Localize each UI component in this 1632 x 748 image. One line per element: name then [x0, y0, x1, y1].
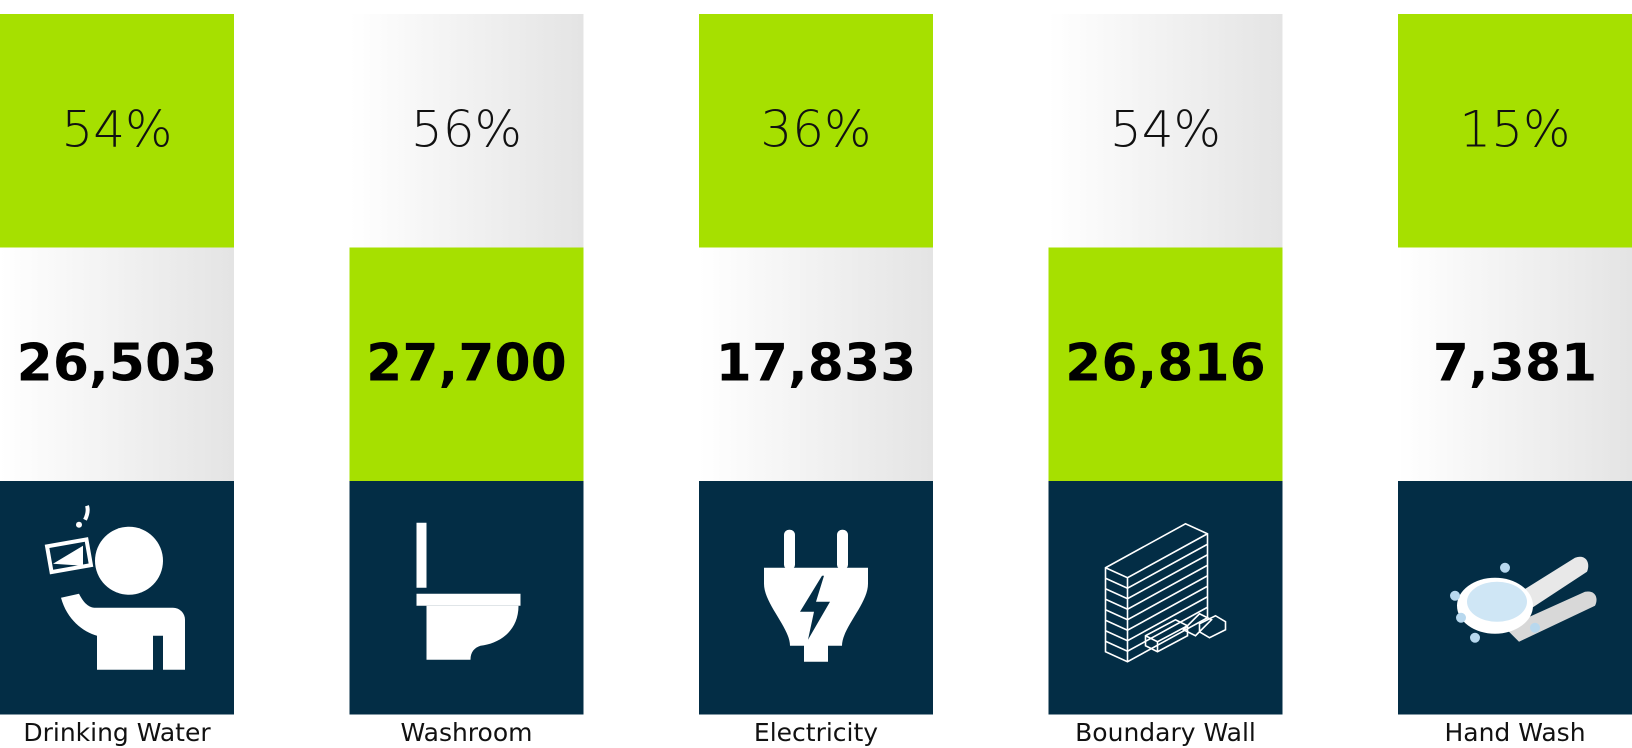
percent: 54% — [1110, 100, 1221, 158]
icon-part — [837, 530, 848, 570]
icon-part — [95, 527, 163, 595]
icon-panel — [1049, 481, 1283, 715]
percent: 36% — [760, 100, 871, 158]
icon-part — [1456, 613, 1466, 623]
count: 27,700 — [366, 333, 567, 393]
count: 26,816 — [1065, 333, 1266, 393]
icon-part — [1450, 591, 1460, 601]
facility-card: 56% 27,700 Washroom — [350, 14, 584, 747]
facility-card: 54% 26,816 Boundary Wall — [1049, 14, 1283, 747]
icon-panel — [0, 481, 234, 715]
facility-cards: 54% 26,503 Drinking Water 56% 27,700 Washroom… — [0, 0, 1632, 748]
percent: 56% — [411, 100, 522, 158]
facility-card: 36% 17,833 Electricity — [699, 14, 933, 747]
icon-part — [1530, 623, 1540, 633]
percent: 54% — [61, 100, 172, 158]
icon-part — [417, 594, 521, 606]
icon-part — [76, 522, 82, 528]
icon-part — [417, 523, 427, 588]
label: Washroom — [401, 718, 533, 747]
icon-part — [1500, 563, 1510, 573]
count: 7,381 — [1433, 333, 1597, 393]
icon-part — [784, 530, 795, 570]
label: Drinking Water — [23, 718, 211, 747]
label: Electricity — [754, 718, 878, 747]
facility-card: 15% 7,381 Hand Wash — [1398, 14, 1632, 747]
percent: 15% — [1459, 100, 1570, 158]
icon-part — [1467, 582, 1527, 622]
icon-part — [1470, 633, 1480, 643]
facility-card: 54% 26,503 Drinking Water — [0, 14, 234, 747]
label: Boundary Wall — [1075, 718, 1256, 747]
count: 26,503 — [17, 333, 218, 393]
label: Hand Wash — [1444, 718, 1585, 747]
count: 17,833 — [716, 333, 917, 393]
